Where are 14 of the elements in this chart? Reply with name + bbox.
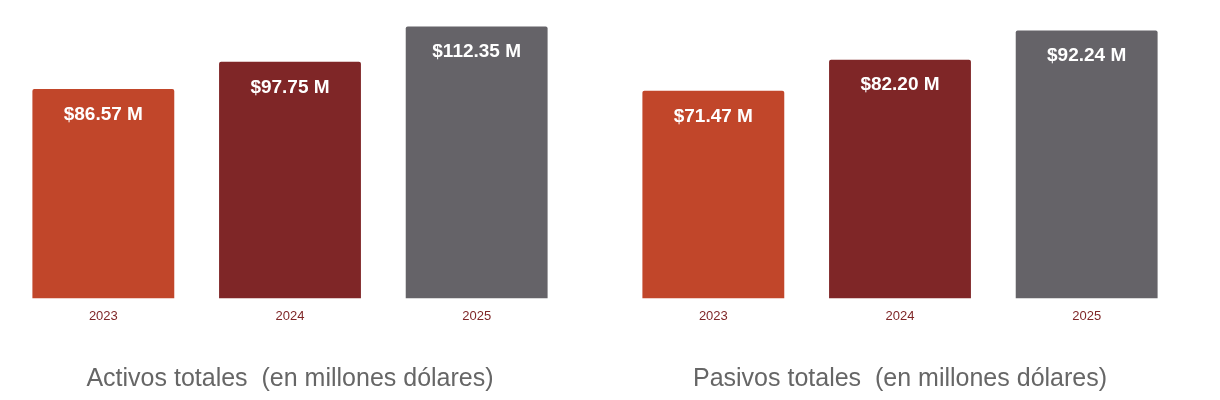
x-tick-label: 2024	[275, 307, 305, 323]
x-tick-label: 2023	[88, 307, 118, 323]
data-label: $82.20 M	[860, 73, 940, 95]
x-tick-label: 2025	[462, 307, 492, 323]
x-tick-label: 2023	[698, 307, 728, 323]
text: Pasivos totales (en millones dólares)	[692, 362, 1108, 391]
data-label: $86.57 M	[63, 102, 143, 124]
data-label: $97.75 M	[250, 75, 330, 97]
x-tick-label: 2025	[1072, 307, 1102, 323]
text: Activos totales (en millones dólares)	[86, 362, 494, 391]
data-label: $112.35 M	[432, 40, 522, 62]
data-label: $92.24 M	[1047, 44, 1127, 66]
x-tick-label: 2024	[885, 307, 915, 323]
data-label: $71.47 M	[673, 104, 753, 126]
